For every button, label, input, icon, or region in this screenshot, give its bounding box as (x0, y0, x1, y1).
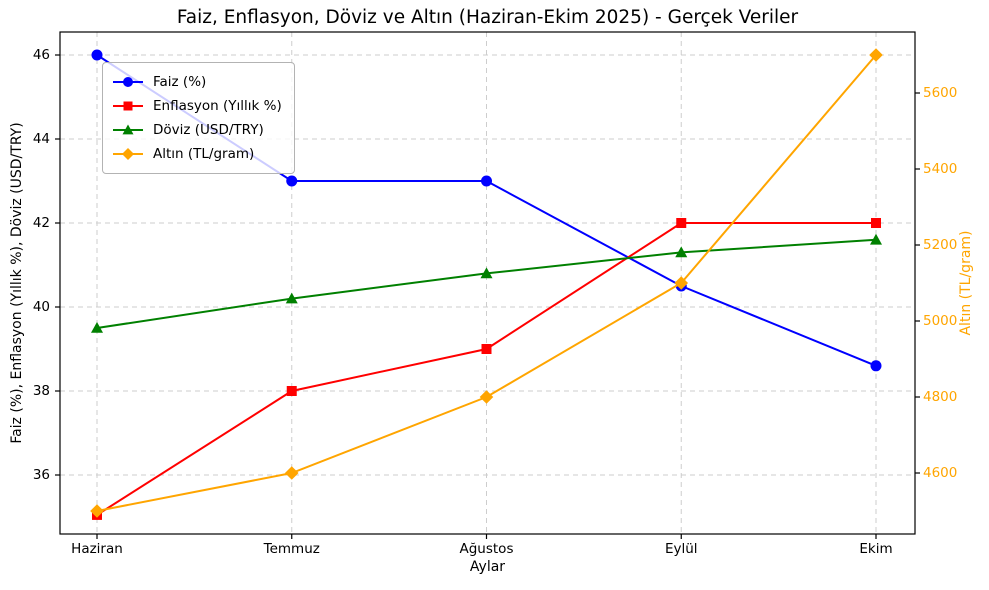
y-tick-label-right: 5000 (923, 313, 958, 329)
legend-label: Enflasyon (Yıllık %) (153, 98, 282, 114)
legend-label: Altın (TL/gram) (153, 146, 255, 162)
gridlines (60, 32, 915, 534)
legend-triangle-marker-icon (113, 124, 143, 135)
x-tick-label: Temmuz (263, 541, 320, 557)
x-tick-label: Eylül (664, 541, 698, 557)
x-tick-label: Ağustos (459, 541, 514, 557)
y-tick-label-left: 38 (32, 383, 50, 399)
y-tick-label-left: 46 (32, 47, 50, 63)
y-tick-label-left: 44 (32, 131, 50, 147)
y-tick-label-left: 40 (32, 299, 50, 315)
y-tick-label-right: 5400 (923, 161, 958, 177)
y-tick-label-left: 42 (32, 215, 50, 231)
legend-item: Döviz (USD/TRY) (112, 118, 282, 142)
legend-item: Faiz (%) (112, 70, 282, 94)
series-d-viz-usd-try (91, 233, 882, 333)
plot-border (59, 31, 916, 535)
legend-item: Altın (TL/gram) (112, 142, 282, 166)
legend-item: Enflasyon (Yıllık %) (112, 94, 282, 118)
x-axis-label: Aylar (469, 559, 506, 575)
chart-title: Faiz, Enflasyon, Döviz ve Altın (Haziran… (176, 7, 799, 28)
y-tick-label-right: 5600 (923, 85, 958, 101)
x-tick-label: Haziran (71, 541, 123, 557)
y-tick-label-right: 4600 (923, 465, 958, 481)
legend-label: Faiz (%) (153, 74, 207, 90)
legend-square-marker-icon (113, 101, 143, 111)
y-tick-label-right: 5200 (923, 237, 958, 253)
legend: Faiz (%) Enflasyon (Yıllık %) Döviz (USD/T… (102, 62, 295, 174)
tick-marks (55, 54, 920, 539)
legend-diamond-marker-icon (113, 148, 143, 160)
legend-label: Döviz (USD/TRY) (153, 122, 264, 138)
legend-circle-marker-icon (113, 77, 143, 87)
x-tick-label: Ekim (859, 541, 893, 557)
y-tick-label-right: 4800 (923, 389, 958, 405)
series-alt-n-tl-gram (90, 48, 883, 518)
y-tick-label-left: 36 (32, 467, 50, 483)
